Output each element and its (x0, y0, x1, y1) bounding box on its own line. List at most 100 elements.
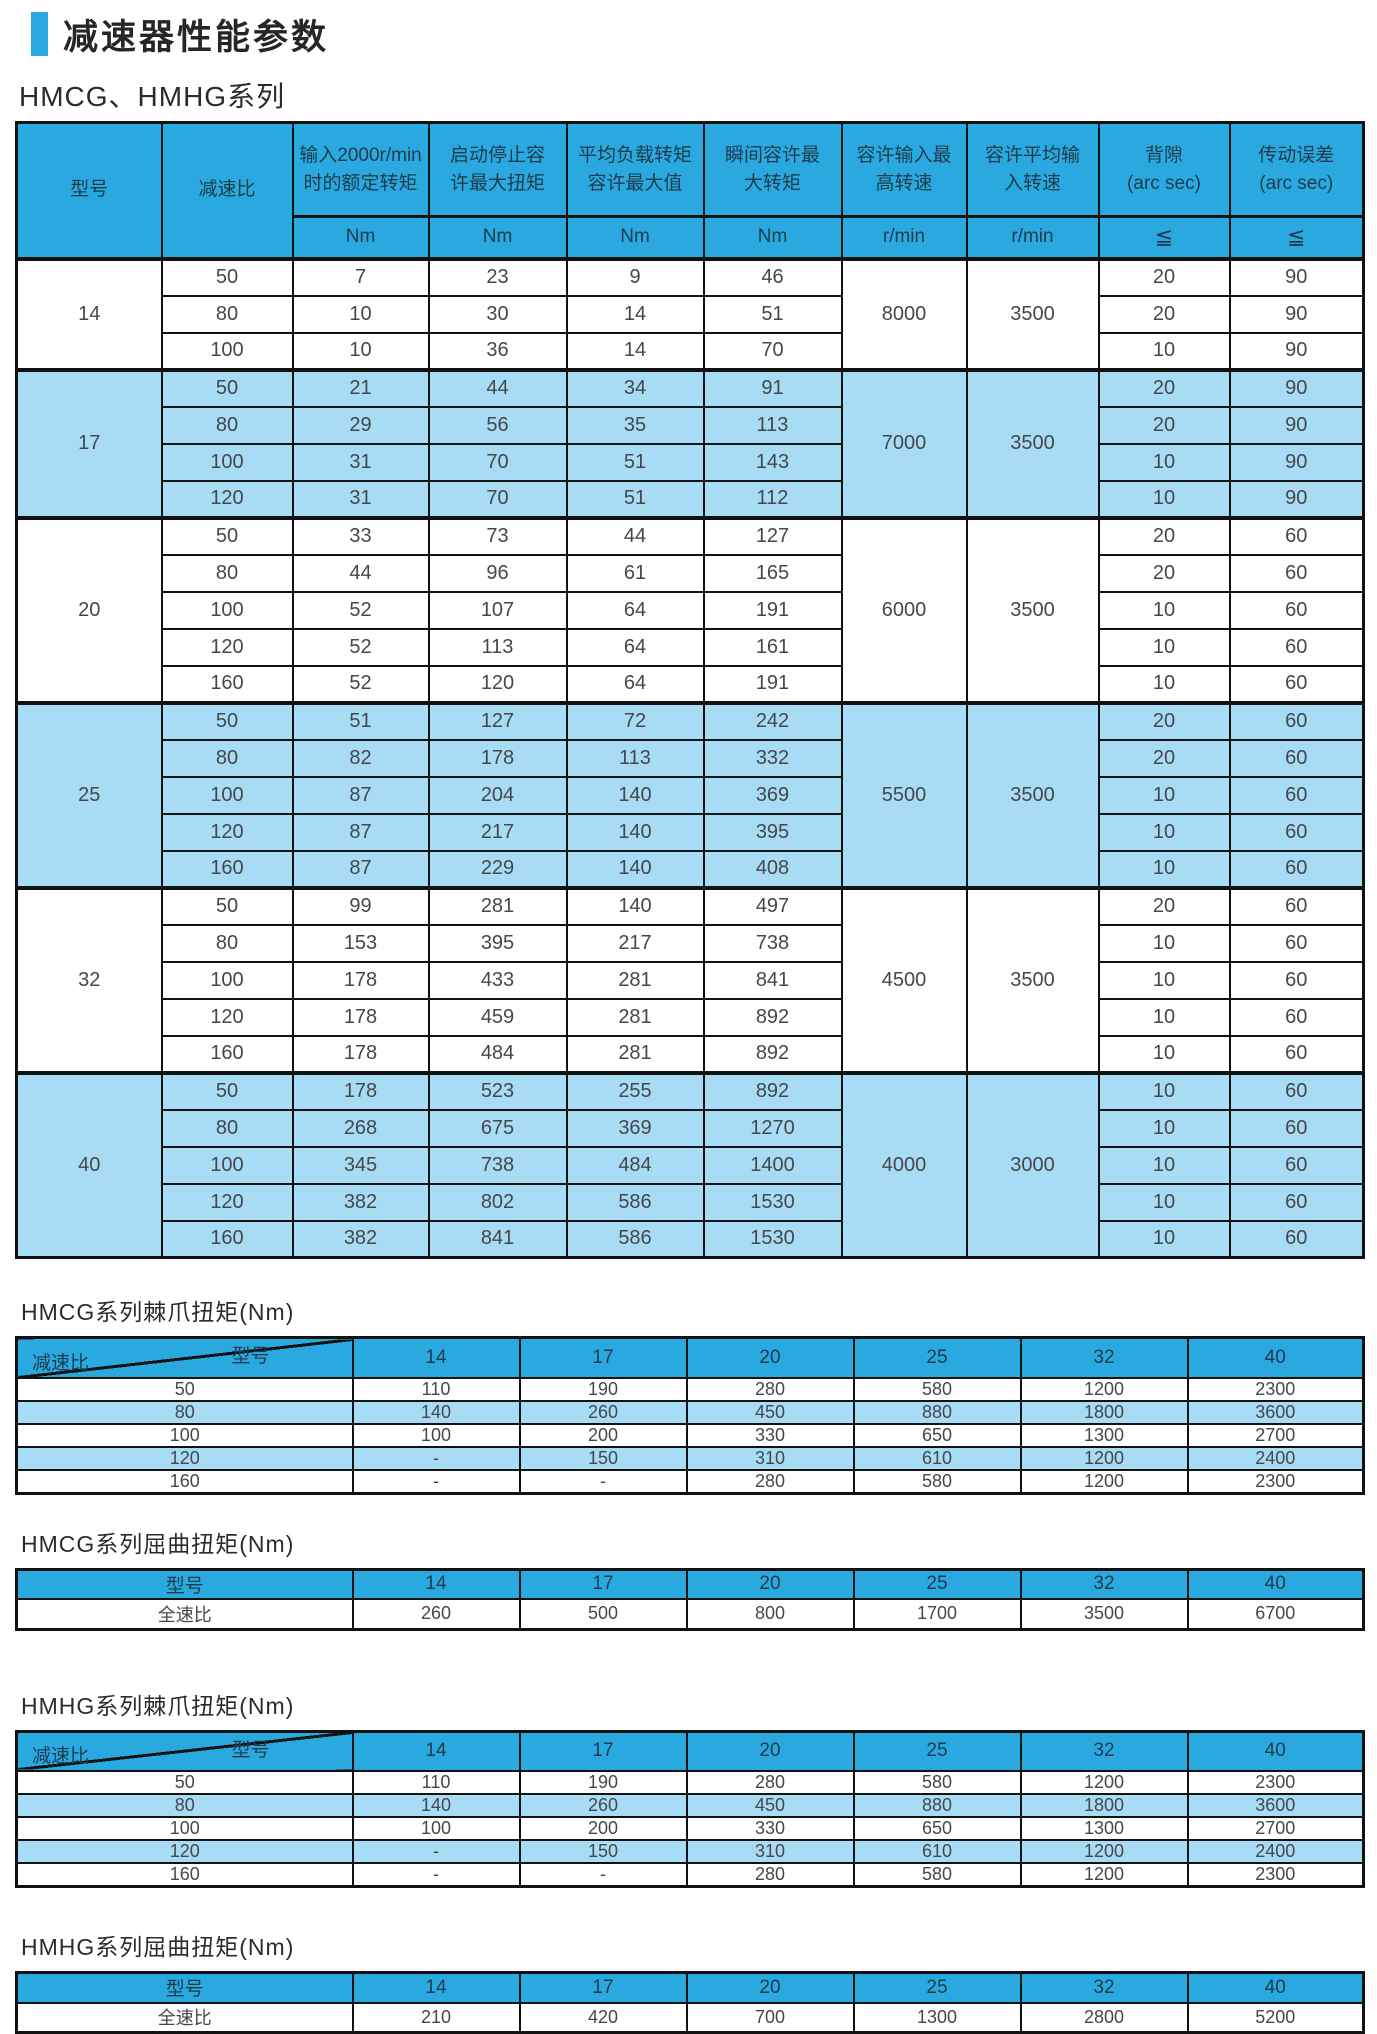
value-cell: 10 (291, 294, 430, 334)
ratio-cell: 50 (160, 367, 294, 408)
sub-header-row: 型号 减速比 14 17 20 25 32 40 (15, 1730, 1365, 1772)
avg-input-speed-cell: 3500 (965, 256, 1100, 371)
row-label: 全速比 (15, 1598, 354, 1630)
value-cell: 2300 (1186, 1862, 1365, 1888)
error-cell: 60 (1228, 1070, 1365, 1111)
value-cell: 1300 (1019, 1422, 1189, 1448)
value-cell: 1270 (702, 1108, 843, 1148)
corner-label-model: 型号 (231, 1739, 270, 1761)
error-cell: 90 (1228, 405, 1365, 445)
sub-row-80: 80 140 260 450 880 1800 3600 (15, 1793, 1365, 1818)
value-cell: 7 (291, 256, 430, 297)
unit-col-4: r/min (840, 215, 968, 260)
avg-input-speed-cell: 3500 (965, 367, 1100, 519)
backlash-cell: 10 (1097, 590, 1231, 630)
value-cell: - (518, 1468, 688, 1494)
model-column-header-1: 17 (518, 1336, 688, 1379)
header-line: 许最大扭矩 (449, 172, 545, 194)
value-cell: 330 (685, 1422, 855, 1448)
value-cell: 242 (702, 700, 843, 741)
value-cell: 31 (291, 442, 430, 482)
value-cell: 87 (291, 775, 430, 815)
value-cell: 9 (565, 256, 705, 297)
data-row-32-120: 120 178 459 281 892 10 60 (17, 997, 1365, 1037)
value-cell: 610 (852, 1839, 1022, 1864)
value-cell: 408 (702, 849, 843, 889)
value-cell: 178 (291, 997, 430, 1037)
sub-row-160: 160- -280 580 1200 2300 (15, 1862, 1365, 1888)
ratio-cell: 80 (160, 553, 294, 593)
title-accent-bar-icon (31, 12, 48, 56)
value-cell: 395 (427, 923, 568, 963)
value-cell: 34 (565, 367, 705, 408)
value-cell: 2300 (1186, 1770, 1365, 1795)
value-cell: 2300 (1186, 1468, 1365, 1494)
value-cell: 14 (565, 294, 705, 334)
value-cell: 332 (702, 738, 843, 778)
value-cell: 204 (427, 775, 568, 815)
sub-table-head: 型号 减速比 14 17 20 25 32 40 (15, 1730, 1365, 1772)
value-cell: 87 (291, 849, 430, 889)
ratio-cell: 80 (160, 738, 294, 778)
ratio-cell: 100 (160, 442, 294, 482)
value-cell: 52 (291, 590, 430, 630)
sub-table-head: 型号 14 17 20 25 32 40 (15, 1971, 1365, 2004)
corner-label-ratio: 减速比 (32, 1352, 90, 1374)
value-cell: 120 (427, 664, 568, 704)
backlash-cell: 10 (1097, 331, 1231, 371)
unit-col-3: Nm (702, 215, 843, 260)
ratio-cell: 120 (160, 479, 294, 519)
value-cell: 100 (351, 1422, 521, 1448)
value-cell: 82 (291, 738, 430, 778)
value-cell: 650 (852, 1422, 1022, 1448)
value-cell: 30 (427, 294, 568, 334)
value-cell: 459 (427, 997, 568, 1037)
header-line: 输入2000r/min (299, 144, 422, 166)
value-cell: 500 (518, 1598, 688, 1630)
header-model: 型号 (15, 121, 163, 260)
value-cell: 2400 (1186, 1839, 1365, 1864)
max-input-speed-cell: 7000 (840, 367, 968, 519)
avg-input-speed-cell: 3000 (965, 1070, 1100, 1259)
sub-row-120: 120-150 310 610 1200 2400 (15, 1839, 1365, 1864)
error-cell: 90 (1228, 442, 1365, 482)
value-cell: 281 (565, 1034, 705, 1074)
section-hmcg-buckling: HMCG系列屈曲扭矩(Nm) 型号 14 17 20 25 32 40 全速比 260 500 80… (15, 1525, 1365, 1631)
value-cell: 72 (565, 700, 705, 741)
value-cell: 127 (702, 515, 843, 556)
model-column-header-0: 14 (351, 1568, 521, 1600)
sub-row-100: 100 100 200 330 650 1300 2700 (15, 1816, 1365, 1841)
error-cell: 60 (1228, 812, 1365, 852)
value-cell: 36 (427, 331, 568, 371)
data-row-32-100: 100 178 433 281 841 10 60 (17, 960, 1365, 1000)
header-col-7: 传动误差 (arc sec) (1228, 121, 1365, 218)
error-cell: 90 (1228, 479, 1365, 519)
unit-col-7: ≦ (1228, 215, 1365, 260)
model-cell: 20 (15, 515, 163, 704)
header-ratio: 减速比 (160, 121, 294, 260)
corner-label-ratio: 减速比 (32, 1746, 90, 1767)
data-row-17-100: 100 31 70 51 143 10 90 (17, 442, 1365, 482)
model-column-header-5: 40 (1186, 1730, 1365, 1772)
ratio-cell: 50 (160, 700, 294, 741)
header-line: (arc sec) (1259, 172, 1334, 194)
value-cell: 14 (565, 331, 705, 371)
backlash-cell: 20 (1097, 885, 1231, 926)
value-cell: 178 (291, 960, 430, 1000)
sub-table-body: 50 110 190 280 580 1200 2300 80 140 260 450 880 1800… (15, 1376, 1365, 1494)
series-label: HMCG、HMHG系列 (19, 81, 286, 112)
value-cell: 1300 (852, 2001, 1022, 2034)
value-cell: - (351, 1862, 521, 1888)
main-unit-row: Nm Nm Nm Nm r/min r/min ≦ ≦ (17, 215, 1365, 260)
row-label: 80 (15, 1399, 354, 1425)
value-cell: 281 (565, 997, 705, 1037)
value-cell: 1200 (1019, 1770, 1189, 1795)
value-cell: 1530 (702, 1182, 843, 1222)
value-cell: 580 (852, 1862, 1022, 1888)
value-cell: 650 (852, 1816, 1022, 1841)
value-cell: 10 (291, 331, 430, 371)
backlash-cell: 10 (1097, 1108, 1231, 1148)
value-cell: 51 (565, 442, 705, 482)
backlash-cell: 10 (1097, 812, 1231, 852)
value-cell: 100 (351, 1816, 521, 1841)
